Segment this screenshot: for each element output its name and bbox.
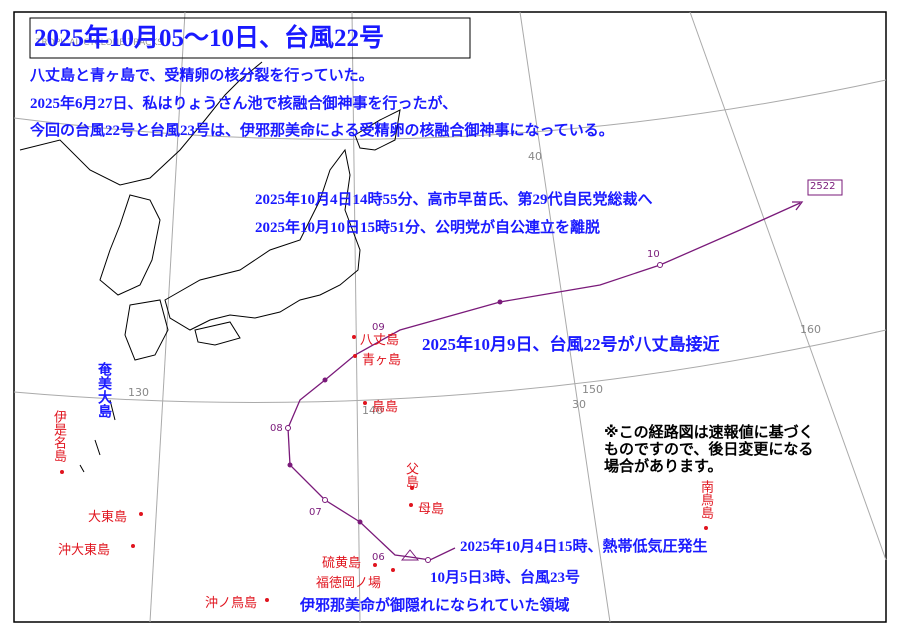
place-dot — [353, 354, 357, 358]
note: 今回の台風22号と台風23号は、伊邪那美命による受精卵の核融合御神事になっている… — [30, 123, 614, 139]
place-dot — [391, 568, 395, 572]
date-label: 10 — [647, 249, 660, 260]
disclaimer: ※この経路図は速報値に基づく ものですので、後日変更になる 場合があります。 — [604, 424, 814, 475]
place-label: 南鳥島 — [698, 480, 713, 519]
grid-label: 140 — [362, 404, 383, 417]
disclaimer-line: 場合があります。 — [604, 457, 723, 475]
place-label: 硫黄島 — [322, 556, 362, 571]
coast — [124, 299, 169, 361]
grid-label: 40 — [528, 150, 542, 163]
place-dot — [704, 526, 708, 530]
grid-label: 160 — [800, 323, 821, 336]
disclaimer-line: ※この経路図は速報値に基づく — [604, 423, 814, 441]
place-dot — [131, 544, 135, 548]
place-label: 大東島 — [88, 510, 128, 525]
track-point — [497, 299, 503, 305]
longitude-line — [519, 11, 611, 623]
place-dot — [363, 401, 367, 405]
track-point — [657, 262, 663, 268]
track-arrow — [792, 201, 804, 211]
place-label: 沖大東島 — [58, 543, 111, 558]
note: 2025年6月27日、私はりょうさん池で核融合御神事を行ったが、 — [30, 96, 458, 112]
track-point — [425, 557, 431, 563]
event: 2025年10月4日14時55分、高市早苗氏、第29代自民党総裁へ — [255, 192, 653, 208]
coast — [19, 61, 263, 186]
coast — [194, 321, 241, 346]
place-label: 奄美大島 — [96, 362, 111, 418]
watermark: TROPICAL CYCLONE TRACKS — [36, 38, 163, 48]
place-label: 福徳岡ノ場 — [316, 576, 382, 591]
coastline — [19, 61, 401, 473]
date-label: 09 — [372, 322, 385, 333]
track-id: 2522 — [810, 181, 836, 192]
event: 2025年10月10日15時51分、公明党が自公連立を離脱 — [255, 220, 601, 236]
coast — [99, 194, 161, 296]
place-dot — [265, 598, 269, 602]
track-points — [285, 262, 663, 563]
place-label: 鳥島 — [372, 400, 399, 415]
coast — [79, 399, 116, 473]
track-id-box — [807, 179, 843, 196]
grid-label: 130 — [128, 386, 149, 399]
place-dot — [410, 486, 414, 490]
longitude-line — [149, 11, 186, 623]
latitude-line — [13, 329, 887, 403]
track-point — [322, 497, 328, 503]
date-label: 08 — [270, 423, 283, 434]
coast — [164, 148, 361, 331]
track-point — [357, 519, 363, 525]
map-frame — [13, 11, 887, 623]
date-label: 06 — [372, 552, 385, 563]
place-label: 八丈島 — [360, 333, 400, 348]
genesis-note: 2025年10月4日15時、熱帯低気圧発生 — [460, 539, 708, 555]
coast — [354, 109, 401, 151]
longitude-line — [689, 11, 887, 561]
grid-label: 30 — [572, 398, 586, 411]
title: 2025年10月05～10日、台風22号 — [34, 25, 385, 52]
typhoon-track — [287, 202, 801, 561]
title-box — [29, 17, 471, 59]
note: 八丈島と青ヶ島で、受精卵の核分裂を行っていた。 — [30, 68, 374, 84]
date-label: 07 — [309, 507, 322, 518]
track-point — [287, 462, 293, 468]
place-label: 青ヶ島 — [362, 353, 402, 368]
typhoon23-note: 10月5日3時、台風23号 — [430, 570, 581, 586]
disclaimer-line: ものですので、後日変更になる — [604, 440, 814, 458]
latitude-line — [13, 79, 887, 140]
place-label: 父島 — [403, 462, 418, 488]
place-label: 伊是名島 — [51, 410, 66, 462]
place-dot — [409, 503, 413, 507]
place-dots — [60, 335, 708, 602]
place-dot — [352, 335, 356, 339]
track-point — [285, 425, 291, 431]
approach-note: 2025年10月9日、台風22号が八丈島接近 — [422, 335, 720, 354]
region-note: 伊邪那美命が御隠れになられていた領域 — [300, 598, 570, 614]
place-dot — [60, 470, 64, 474]
grid-label: 150 — [582, 383, 603, 396]
place-dot — [373, 563, 377, 567]
track-point — [322, 377, 328, 383]
place-dot — [139, 512, 143, 516]
place-label: 母島 — [418, 502, 445, 517]
place-label: 沖ノ鳥島 — [205, 596, 258, 611]
genesis-marker — [400, 549, 420, 561]
